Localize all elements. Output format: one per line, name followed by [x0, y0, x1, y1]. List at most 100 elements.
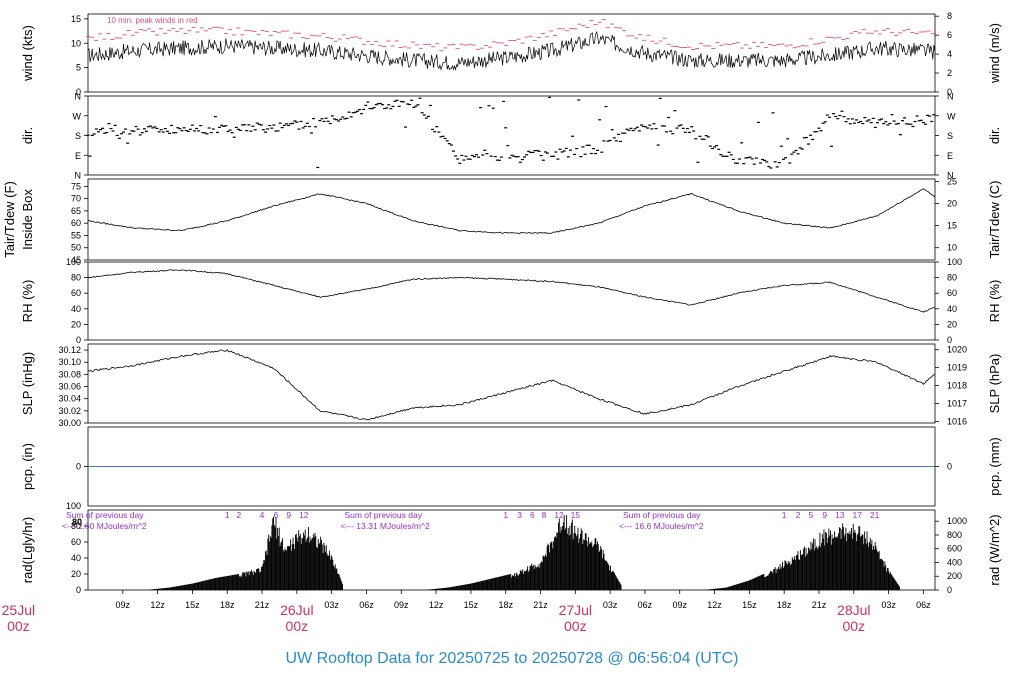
x-tick-label: 12z: [707, 600, 722, 610]
pcp-left-title: pcp. (in): [20, 443, 35, 490]
rad-hour-label: 9: [822, 510, 827, 520]
wind-left-tick-label: 10: [71, 38, 81, 48]
dir-left-tick-label: E: [75, 151, 81, 161]
wind-speed-line: [87, 31, 936, 71]
x-tick-label: 15z: [185, 600, 200, 610]
x-tick-label: 12z: [150, 600, 165, 610]
x-tick-label: 09z: [394, 600, 409, 610]
temp-right-tick-label: 20: [947, 199, 957, 209]
rad-hour-label: 12: [299, 510, 309, 520]
x-date-label: 25Jul: [2, 602, 35, 618]
rad-summary-line1: Sum of previous day: [66, 510, 144, 520]
temp-frame: [87, 178, 936, 261]
rad-right-tick-label: 0: [947, 585, 952, 595]
wind-right-tick-label: 4: [947, 49, 952, 59]
dir-right-tick-label: E: [947, 151, 953, 161]
pcp-right-tick-label: 0: [947, 462, 952, 472]
pcp-right-title: pcp. (mm): [987, 437, 1002, 496]
x-date-time-label: 00z: [286, 618, 309, 634]
slp-right-title: SLP (hPa): [987, 354, 1002, 414]
rad-hour-label: 8: [542, 510, 547, 520]
temp-right-tick-label: 25: [947, 176, 957, 186]
pcp-left-tick-label: 0: [76, 462, 81, 472]
x-tick-label: 06z: [638, 600, 653, 610]
rh-right-tick-label: 80: [947, 273, 957, 283]
slp-left-tick-label: 30.08: [58, 369, 81, 379]
slp-frame: [87, 343, 936, 424]
slp-left-tick-label: 30.02: [58, 406, 81, 416]
rh-right-tick-label: 40: [947, 304, 957, 314]
temp-line: [87, 188, 935, 235]
wind-left-title: wind (kts): [20, 25, 35, 82]
rad-hour-label: 17: [853, 510, 863, 520]
temp-right-title: Tair/Tdew (C): [987, 180, 1002, 258]
dir-right-tick-label: W: [947, 111, 956, 121]
rad-summary-line2: <--- 13.31 MJoules/m^2: [340, 521, 430, 531]
wind-right-tick-label: 6: [947, 30, 952, 40]
dir-left-tick-label: N: [75, 171, 82, 181]
rh-panel: 0 20 40 60 80 100 0 20 40 60 80 100 RH (%) RH (%): [20, 257, 1002, 345]
x-tick-label: 12z: [429, 600, 444, 610]
wind-right-tick-label: 2: [947, 68, 952, 78]
dir-right-tick-label: N: [947, 92, 954, 102]
temp-left-tick-label: 60: [71, 218, 81, 228]
rad-summary-line1: Sum of previous day: [344, 510, 422, 520]
rad-hour-label: 1: [782, 510, 787, 520]
dir-left-tick-label: S: [75, 131, 81, 141]
wind-panel: 0 5 10 15 0 2 4 6 8 wind (kts) wind (m/s) 10 min. p…: [20, 11, 1002, 97]
pcp-panel: 0 100 0 pcp. (in) pcp. (mm): [20, 426, 1002, 511]
rh-right-tick-label: 0: [947, 335, 952, 345]
rh-left-tick-label: 0: [76, 335, 81, 345]
dir-left-tick-label: W: [73, 111, 82, 121]
slp-left-tick-label: 30.06: [58, 382, 81, 392]
rad-hour-label: 13: [835, 510, 845, 520]
rh-right-tick-label: 60: [947, 288, 957, 298]
x-date-time-label: 00z: [842, 618, 865, 634]
page-title: UW Rooftop Data for 20250725 to 20250728…: [285, 650, 739, 667]
temp-left-tick-label: 70: [71, 194, 81, 204]
slp-left-tick-label: 30.10: [58, 357, 81, 367]
temp-left-tick-label: 65: [71, 206, 81, 216]
rad-left-tick-label: 40: [71, 553, 81, 563]
x-tick-label: 21z: [255, 600, 270, 610]
rh-right-title: RH (%): [987, 280, 1002, 323]
rh-left-tick-label: 60: [71, 288, 81, 298]
dir-left-title: dir.: [20, 127, 35, 144]
x-tick-label: 06z: [916, 600, 931, 610]
dir-right-tick-label: N: [947, 171, 954, 181]
slp-right-tick-label: 1016: [947, 416, 967, 426]
wind-frame: [87, 13, 936, 93]
rad-hour-label: 5: [808, 510, 813, 520]
temp-right-tick-label: 10: [947, 243, 957, 253]
rad-hour-label: 9: [286, 510, 291, 520]
dir-left-tick-label: N: [75, 92, 82, 102]
rad-left-tick-label: 0: [76, 585, 81, 595]
rad-hour-label: 21: [870, 510, 880, 520]
wind-left-tick-label: 5: [76, 63, 81, 73]
rh-line: [87, 269, 935, 313]
rh-left-tick-label: 20: [71, 319, 81, 329]
rad-summary-line2: <--- 2.60 MJoules/m^2: [62, 521, 147, 531]
slp-right-tick-label: 1017: [947, 399, 967, 409]
temp-left-tick-label: 55: [71, 230, 81, 240]
rh-right-tick-label: 100: [947, 257, 962, 267]
pcp-extra-tick-label: 100: [66, 501, 81, 511]
rad-hour-label: 4: [260, 510, 265, 520]
rad-hour-label: 2: [236, 510, 241, 520]
dir-frame: [87, 95, 936, 176]
wind-left-tick-label: 15: [71, 14, 81, 24]
rad-hour-label: 6: [530, 510, 535, 520]
dir-right-title: dir.: [987, 127, 1002, 144]
temp-left-title: Tair/Tdew (F): [2, 181, 17, 258]
dir-right-tick-label: S: [947, 131, 953, 141]
x-tick-label: 09z: [672, 600, 687, 610]
x-date-time-label: 00z: [564, 618, 587, 634]
rh-right-tick-label: 20: [947, 319, 957, 329]
slp-left-tick-label: 30.12: [58, 345, 81, 355]
rh-left-tick-label: 100: [66, 257, 81, 267]
x-tick-label: 09z: [116, 600, 131, 610]
rh-left-tick-label: 80: [71, 273, 81, 283]
slp-line: [87, 349, 935, 421]
